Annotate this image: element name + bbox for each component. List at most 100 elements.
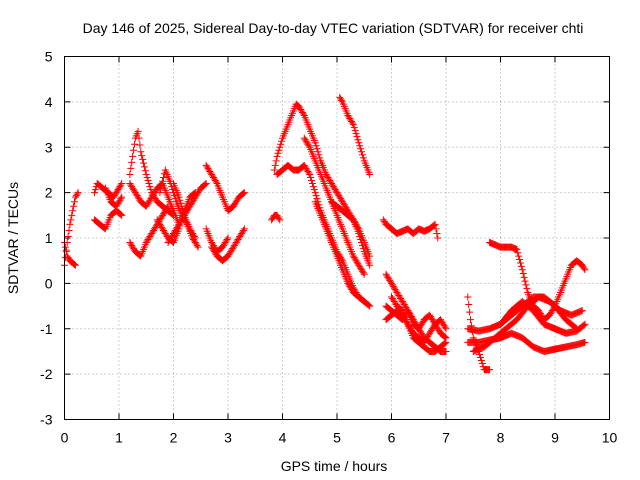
data-point xyxy=(434,325,442,333)
data-point xyxy=(348,118,356,126)
data-point xyxy=(127,164,135,172)
data-point xyxy=(396,293,404,301)
x-tick-label: 5 xyxy=(333,430,341,446)
data-point xyxy=(192,192,200,200)
data-point xyxy=(166,236,174,244)
data-point xyxy=(115,184,123,192)
data-point xyxy=(233,237,241,245)
data-point xyxy=(366,252,374,260)
chart-title: Day 146 of 2025, Sidereal Day-to-day VTE… xyxy=(83,20,584,36)
data-point xyxy=(434,234,442,242)
data-point xyxy=(323,172,331,180)
data-point xyxy=(187,201,195,209)
series-track-4 xyxy=(90,207,126,233)
data-point xyxy=(70,260,78,268)
data-point xyxy=(336,93,344,101)
data-point xyxy=(519,270,527,278)
data-point xyxy=(67,216,75,224)
data-point xyxy=(143,174,151,181)
data-point xyxy=(235,234,243,242)
data-point xyxy=(299,110,307,118)
data-point xyxy=(64,254,72,262)
data-point xyxy=(345,113,353,121)
data-point xyxy=(209,240,217,248)
data-point xyxy=(185,204,193,212)
data-point xyxy=(173,223,181,231)
data-point xyxy=(359,154,367,162)
data-point xyxy=(295,102,303,110)
x-tick-label: 0 xyxy=(61,430,69,446)
data-point xyxy=(298,107,306,115)
data-point xyxy=(233,196,241,204)
data-point xyxy=(312,142,320,150)
data-point xyxy=(231,240,239,248)
data-point xyxy=(274,213,282,221)
data-point xyxy=(417,328,425,336)
x-tick-label: 4 xyxy=(279,430,287,446)
series-track-2 xyxy=(61,239,79,269)
data-point xyxy=(110,192,118,200)
series-track-23 xyxy=(379,216,442,242)
data-point xyxy=(416,323,424,331)
data-point xyxy=(239,190,247,198)
data-point xyxy=(132,190,140,198)
data-point xyxy=(160,228,168,236)
data-point xyxy=(536,310,544,318)
data-point xyxy=(388,295,396,302)
data-point xyxy=(366,261,374,269)
data-point xyxy=(346,282,354,290)
data-point xyxy=(358,151,366,159)
y-tick-label: 1 xyxy=(45,230,53,246)
x-tick-label: 1 xyxy=(115,430,123,446)
data-point xyxy=(130,146,138,154)
data-point xyxy=(307,174,315,181)
data-point xyxy=(240,225,248,233)
data-point xyxy=(313,145,321,153)
data-point xyxy=(380,217,388,225)
data-point xyxy=(138,152,146,160)
series-track-7 xyxy=(126,180,183,228)
data-point xyxy=(195,187,203,195)
data-point xyxy=(271,161,279,169)
data-point xyxy=(331,186,339,194)
data-point xyxy=(302,164,310,172)
data-point xyxy=(160,174,168,181)
data-point xyxy=(353,133,361,141)
data-point xyxy=(353,222,361,230)
data-point xyxy=(329,183,337,191)
data-point xyxy=(349,121,357,129)
data-point xyxy=(535,307,543,315)
data-point xyxy=(147,231,155,239)
series-track-33 xyxy=(497,293,581,333)
data-point xyxy=(61,243,69,251)
data-point xyxy=(344,111,352,119)
data-point xyxy=(426,329,434,337)
data-point xyxy=(349,252,357,260)
series-track-27 xyxy=(388,293,450,355)
data-point xyxy=(161,207,169,215)
data-point xyxy=(229,202,237,210)
data-point xyxy=(193,190,201,198)
data-point xyxy=(352,130,360,138)
series-track-14 xyxy=(208,225,248,265)
data-point xyxy=(435,326,443,334)
data-point xyxy=(326,177,334,185)
data-point xyxy=(91,186,99,194)
data-point xyxy=(144,236,152,244)
data-point xyxy=(220,240,228,248)
data-point xyxy=(516,256,524,264)
data-point xyxy=(308,180,316,188)
data-point xyxy=(136,251,144,259)
data-point xyxy=(153,216,161,224)
data-point xyxy=(303,166,311,174)
data-point xyxy=(171,226,179,234)
data-point xyxy=(239,228,247,236)
data-point xyxy=(275,146,283,154)
data-point xyxy=(238,229,246,237)
data-point xyxy=(227,248,235,256)
data-point xyxy=(204,164,212,172)
data-point xyxy=(437,316,445,324)
data-point xyxy=(126,239,134,247)
data-point xyxy=(142,239,150,247)
data-point xyxy=(309,183,317,191)
